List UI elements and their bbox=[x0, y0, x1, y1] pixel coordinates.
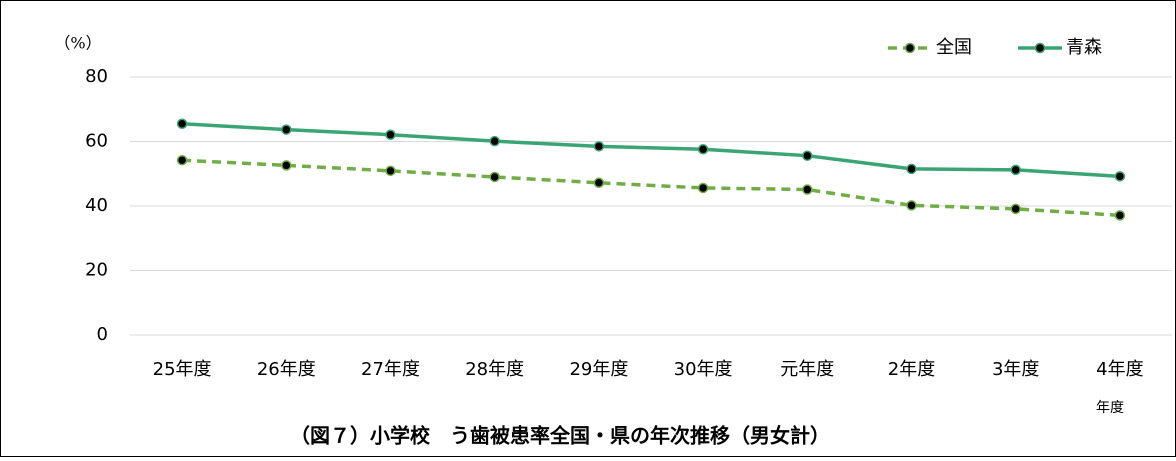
point bbox=[697, 143, 709, 155]
x-tick-label: 元年度 bbox=[780, 359, 834, 380]
point bbox=[489, 135, 500, 147]
point bbox=[802, 150, 813, 161]
point bbox=[1114, 171, 1126, 182]
x-tick-label: 4年度 bbox=[1096, 359, 1143, 380]
legend-label: 青森 bbox=[1066, 37, 1102, 58]
y-tick-label: 20 bbox=[85, 260, 108, 281]
point bbox=[176, 154, 188, 166]
point bbox=[802, 184, 813, 195]
point bbox=[697, 182, 709, 194]
y-tick-label: 40 bbox=[85, 195, 108, 216]
y-tick-label: 0 bbox=[97, 324, 108, 345]
point bbox=[385, 129, 396, 140]
y-tick-label: 80 bbox=[85, 66, 108, 87]
chart-title: （図７）小学校 う歯被患率全国・県の年次推移（男女計） bbox=[290, 424, 830, 448]
point bbox=[593, 141, 605, 152]
point bbox=[593, 177, 605, 189]
point bbox=[281, 160, 292, 171]
point bbox=[1010, 203, 1021, 215]
x-tick-label: 29年度 bbox=[569, 359, 628, 380]
x-axis-label: 年度 bbox=[1096, 400, 1124, 416]
x-tick-label: 28年度 bbox=[465, 359, 524, 380]
series-line bbox=[182, 158, 1121, 218]
point bbox=[1114, 210, 1126, 221]
series-line bbox=[182, 122, 1121, 179]
y-tick-label: 60 bbox=[85, 131, 108, 152]
x-tick-label: 2年度 bbox=[888, 359, 935, 380]
point bbox=[385, 165, 396, 177]
point bbox=[176, 118, 188, 130]
y-axis-label: （%） bbox=[54, 34, 101, 53]
point bbox=[1010, 164, 1021, 176]
point bbox=[906, 200, 917, 211]
point bbox=[489, 171, 500, 183]
x-tick-label: 25年度 bbox=[153, 359, 212, 380]
legend-marker bbox=[904, 42, 916, 54]
point bbox=[281, 124, 292, 135]
legend-label: 全国 bbox=[936, 37, 972, 58]
legend-marker bbox=[1034, 42, 1046, 54]
x-tick-label: 30年度 bbox=[674, 359, 733, 380]
x-tick-label: 27年度 bbox=[361, 359, 420, 380]
x-tick-label: 3年度 bbox=[992, 359, 1039, 380]
point bbox=[906, 163, 917, 175]
x-tick-label: 26年度 bbox=[257, 359, 316, 380]
